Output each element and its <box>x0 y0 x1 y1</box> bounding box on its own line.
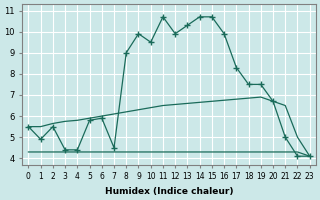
X-axis label: Humidex (Indice chaleur): Humidex (Indice chaleur) <box>105 187 233 196</box>
